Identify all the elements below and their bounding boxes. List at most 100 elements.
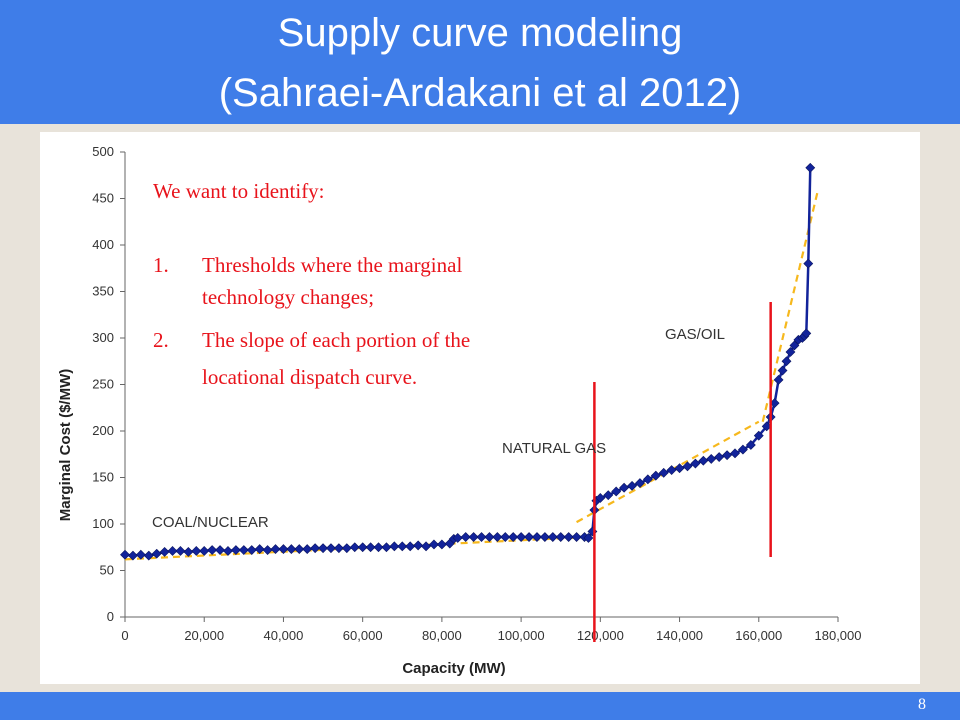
data-point [492, 532, 503, 542]
note-heading: We want to identify: [153, 179, 325, 203]
chart-ticks: 0 20,000 40,000 60,000 80,000 100,000 120,000 1… [92, 144, 861, 643]
data-point [619, 482, 630, 493]
data-point [127, 550, 138, 561]
data-point [539, 532, 550, 542]
y-tick-label: 300 [92, 330, 114, 345]
y-tick-label: 350 [92, 284, 114, 299]
data-point [803, 258, 814, 269]
data-point [357, 542, 368, 553]
data-point [326, 543, 336, 554]
data-point [753, 430, 764, 441]
data-point [421, 541, 431, 552]
data-point [484, 532, 495, 542]
y-axis-title: Marginal Cost ($/MW) [57, 369, 74, 522]
y-tick-label: 250 [92, 377, 114, 392]
data-point [333, 543, 344, 554]
x-tick-label: 160,000 [735, 628, 782, 643]
page-number: 8 [918, 696, 926, 713]
data-point [223, 546, 233, 556]
data-point [658, 467, 669, 478]
data-point [135, 549, 146, 560]
x-tick-label: 80,000 [422, 628, 462, 643]
x-tick-label: 140,000 [656, 628, 703, 643]
data-point [468, 532, 479, 542]
data-point [207, 545, 218, 555]
chart-svg: 0 20,000 40,000 60,000 80,000 100,000 120,000 1… [57, 144, 862, 677]
data-point [183, 546, 194, 557]
series-line [124, 167, 812, 557]
data-point [730, 448, 740, 459]
data-point [773, 374, 784, 385]
threshold-lines [593, 302, 772, 642]
data-point [238, 545, 249, 555]
data-point [397, 541, 408, 552]
data-point [318, 543, 328, 554]
data-point [714, 452, 725, 462]
data-point [555, 532, 566, 542]
data-point [682, 461, 693, 472]
data-point [199, 546, 210, 556]
data-point [436, 539, 447, 550]
data-point [571, 532, 582, 542]
data-point [405, 541, 416, 552]
data-point [595, 493, 606, 503]
x-tick-label: 100,000 [498, 628, 545, 643]
note-block: We want to identify: 1. Thresholds where… [153, 179, 470, 389]
data-point [642, 474, 653, 485]
slide-footer: 8 [0, 692, 960, 720]
data-point [690, 458, 701, 469]
data-point [627, 480, 637, 491]
data-point [262, 545, 273, 555]
data-point [666, 465, 677, 475]
slide-title-line1: Supply curve modeling [277, 11, 683, 55]
data-point [381, 542, 392, 553]
note-item2-line1: The slope of each portion of the [202, 328, 470, 352]
data-point [722, 450, 733, 461]
data-point [650, 470, 661, 481]
data-point [278, 544, 289, 555]
y-tick-label: 200 [92, 423, 114, 438]
data-point [508, 532, 519, 542]
y-tick-label: 400 [92, 237, 114, 252]
data-point [524, 532, 534, 542]
data-point [603, 490, 614, 501]
note-item1-line2: technology changes; [202, 285, 374, 309]
slide-header: Supply curve modeling (Sahraei-Ardakani … [0, 0, 960, 124]
data-point [191, 546, 202, 556]
data-point [230, 545, 241, 555]
data-point [310, 543, 321, 554]
data-point [341, 543, 352, 554]
x-tick-label: 20,000 [184, 628, 224, 643]
data-point [547, 532, 558, 542]
note-item2-number: 2. [153, 328, 169, 352]
data-point [745, 440, 756, 450]
data-point [781, 356, 792, 367]
gas-oil-label: GAS/OIL [665, 326, 725, 343]
coal-nuclear-label: COAL/NUCLEAR [152, 514, 269, 531]
data-point [738, 444, 748, 455]
data-point [532, 532, 542, 542]
data-point [789, 340, 800, 351]
data-point [365, 542, 376, 553]
data-point [159, 546, 170, 557]
data-point [801, 328, 812, 339]
y-tick-label: 50 [100, 563, 114, 578]
data-point [349, 542, 360, 553]
data-point [389, 541, 400, 552]
data-point [143, 550, 154, 561]
data-point [254, 544, 265, 555]
note-item2-line2: locational dispatch curve. [202, 365, 417, 389]
slide-title-line2: (Sahraei-Ardakani et al 2012) [218, 71, 742, 115]
x-tick-label: 40,000 [264, 628, 304, 643]
data-point [476, 532, 487, 542]
y-tick-label: 0 [107, 609, 114, 624]
x-tick-label: 120,000 [577, 628, 624, 643]
trend-line [761, 188, 820, 422]
y-tick-label: 500 [92, 144, 114, 159]
natural-gas-label: NATURAL GAS [502, 440, 606, 457]
data-point [563, 532, 574, 542]
data-point [706, 453, 717, 464]
data-point [215, 545, 225, 555]
data-point [611, 486, 622, 497]
data-point [460, 532, 471, 542]
